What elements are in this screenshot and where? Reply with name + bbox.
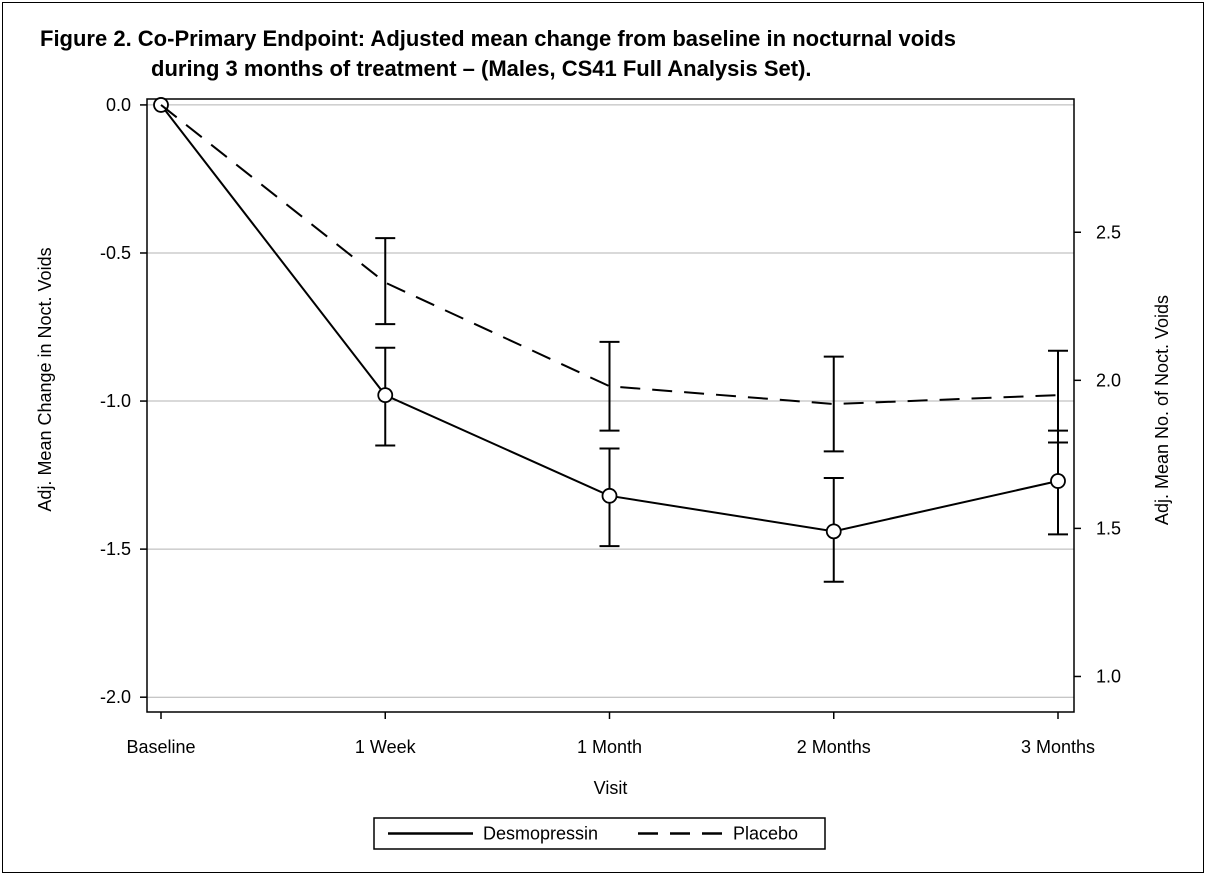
data-point-desmopressin-1 <box>377 387 394 404</box>
x-tick-label-1: 1 Week <box>355 737 417 757</box>
data-point-desmopressin-3 <box>825 523 842 540</box>
y-tick-label-0: 0.0 <box>106 95 131 115</box>
legend-label-desmopressin: Desmopressin <box>483 824 598 844</box>
x-axis-title: Visit <box>594 778 628 798</box>
figure-title-line2: during 3 months of treatment – (Males, C… <box>151 56 812 81</box>
y2-tick-label-3: 2.5 <box>1096 222 1121 242</box>
y-tick-label-1: -0.5 <box>100 243 131 263</box>
figure-title-line1: Figure 2. Co-Primary Endpoint: Adjusted … <box>40 26 956 51</box>
figure-title: Figure 2. Co-Primary Endpoint: Adjusted … <box>40 24 956 84</box>
y2-tick-label-2: 2.0 <box>1096 370 1121 390</box>
legend-label-placebo: Placebo <box>733 824 798 844</box>
y-axis-title: Adj. Mean Change in Noct. Voids <box>35 247 55 511</box>
x-tick-label-2: 1 Month <box>577 737 642 757</box>
x-tick-label-4: 3 Months <box>1021 737 1095 757</box>
data-point-desmopressin-2 <box>601 487 618 504</box>
y2-axis-title: Adj. Mean No. of Noct. Voids <box>1152 295 1172 525</box>
y-tick-label-2: -1.0 <box>100 391 131 411</box>
y2-tick-label-1: 1.5 <box>1096 518 1121 538</box>
y-tick-label-4: -2.0 <box>100 687 131 707</box>
y-tick-label-3: -1.5 <box>100 539 131 559</box>
x-tick-label-0: Baseline <box>126 737 195 757</box>
x-tick-label-3: 2 Months <box>797 737 871 757</box>
data-point-desmopressin-4 <box>1050 473 1066 489</box>
plot-border <box>146 98 1075 713</box>
series-line-placebo <box>160 104 1059 406</box>
y2-tick-label-0: 1.0 <box>1096 666 1121 686</box>
